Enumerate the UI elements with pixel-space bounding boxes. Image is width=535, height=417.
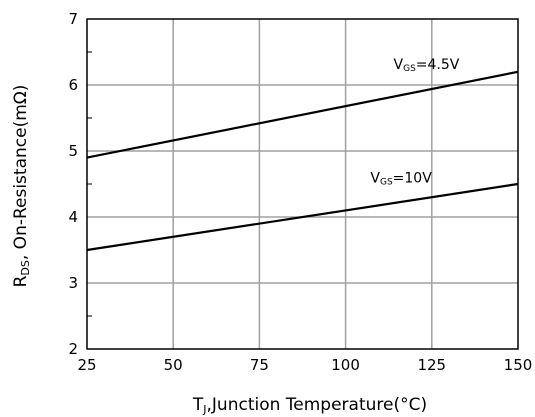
- series-label-0: VGS=4.5V: [394, 57, 460, 74]
- y-tick-label: 2: [68, 340, 78, 358]
- y-tick-label: 5: [68, 142, 78, 160]
- y-tick-label: 7: [68, 10, 78, 28]
- x-tick-label: 75: [250, 356, 269, 374]
- y-axis-label: RDS, On-Resistance(mΩ): [11, 85, 32, 288]
- series-line-0: [86, 70, 519, 159]
- y-tick-label: 4: [68, 208, 78, 226]
- x-tick-label: 125: [417, 356, 446, 374]
- x-axis-label: TJ,Junction Temperature(°C): [192, 395, 427, 416]
- series-label-1: VGS=10V: [370, 171, 432, 188]
- series-layer: [86, 70, 519, 252]
- label-layer: VGS=4.5V VGS=10V: [370, 57, 459, 188]
- x-tick-label: 150: [504, 356, 533, 374]
- y-tick-label: 6: [68, 76, 78, 94]
- x-tick-label: 50: [164, 356, 183, 374]
- x-tick-label: 25: [77, 356, 96, 374]
- tick-layer: 25 50 75 100 125 150 2 3 4 5 6 7: [68, 10, 532, 374]
- y-tick-label: 3: [68, 274, 78, 292]
- x-tick-label: 100: [331, 356, 360, 374]
- series-line-1: [86, 182, 519, 252]
